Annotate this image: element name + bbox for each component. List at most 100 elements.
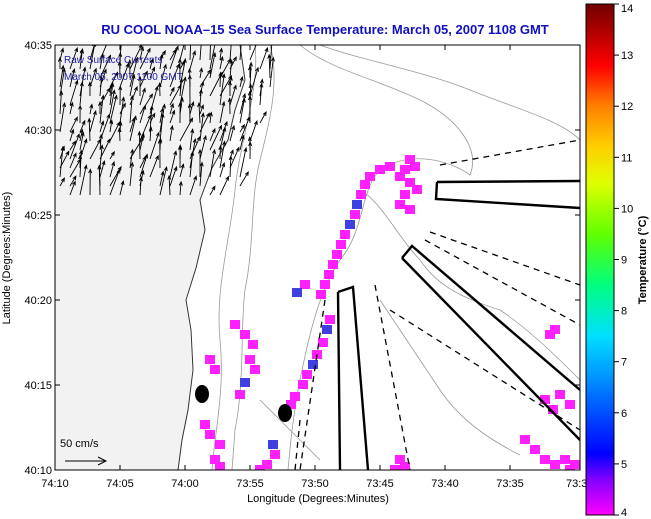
sst-pixel — [520, 435, 530, 444]
current-vector — [89, 109, 97, 133]
current-vector — [69, 140, 77, 151]
current-vector — [199, 67, 204, 79]
map-title: RU COOL NOAA–15 Sea Surface Temperature:… — [101, 22, 549, 37]
current-vector — [169, 86, 175, 97]
sst-pixel — [565, 465, 575, 470]
sst-pixel — [250, 365, 260, 374]
current-vector — [189, 135, 201, 160]
current-vector — [189, 128, 195, 151]
current-vector — [169, 165, 178, 187]
marker-dot-2 — [278, 404, 292, 422]
current-vector — [189, 45, 192, 61]
colorbar-tick-label: 8 — [621, 306, 627, 318]
sst-pixel — [210, 455, 220, 464]
current-vector — [227, 97, 232, 115]
sst-pixel — [555, 390, 565, 399]
current-vector — [169, 109, 176, 124]
x-axis-label: Longitude (Degrees:Minutes) — [247, 493, 389, 505]
sst-pixel — [570, 460, 580, 469]
current-vector — [69, 68, 76, 88]
current-vector — [239, 97, 246, 124]
current-vector — [149, 131, 160, 160]
current-vector — [159, 53, 164, 70]
sst-pixel — [200, 420, 210, 429]
current-vector — [99, 133, 103, 151]
colorbar-tick-label: 14 — [621, 3, 633, 15]
sst-pixel — [332, 250, 342, 259]
sst-pixel — [405, 178, 415, 187]
current-vector — [219, 162, 226, 178]
current-vector — [129, 56, 139, 88]
current-vector — [57, 56, 62, 70]
sst-pixel — [375, 165, 385, 174]
sst-pixel — [345, 220, 355, 229]
current-vector — [129, 114, 137, 142]
current-vector — [118, 85, 123, 106]
y-tick-label: 40:30 — [24, 125, 52, 137]
current-vector — [178, 144, 183, 169]
x-tick-label: 73:3 — [566, 478, 587, 490]
survey-polygons — [336, 179, 580, 470]
sst-pixels — [200, 155, 580, 470]
sst-pixel — [385, 162, 395, 171]
current-vector — [139, 104, 147, 124]
current-vector — [259, 110, 267, 124]
current-vector — [239, 92, 247, 115]
current-vector — [229, 146, 240, 169]
current-vector — [99, 54, 111, 79]
current-vector — [169, 102, 174, 115]
current-vector — [99, 52, 105, 70]
current-vector — [159, 166, 168, 196]
current-vector — [109, 121, 121, 142]
current-vector — [99, 144, 104, 169]
current-vector — [99, 94, 105, 124]
current-vector — [99, 87, 111, 106]
current-vector — [239, 123, 246, 133]
sst-pixel — [262, 460, 272, 469]
current-vector — [219, 140, 226, 169]
current-vector — [219, 73, 226, 106]
sst-pixel — [356, 190, 366, 199]
current-vector — [259, 82, 264, 106]
current-vector — [109, 82, 115, 106]
current-vector — [79, 149, 84, 178]
sst-pixel — [400, 190, 410, 199]
current-vector — [248, 141, 253, 160]
current-vector — [139, 93, 154, 115]
current-vector — [177, 57, 182, 79]
current-vector — [79, 131, 85, 151]
current-vector — [99, 76, 104, 97]
current-vector — [79, 48, 84, 70]
current-vector — [117, 127, 122, 142]
marker-dot-1 — [195, 385, 209, 403]
sst-pixel — [405, 205, 415, 214]
current-vector — [139, 70, 148, 88]
current-vector — [169, 150, 178, 178]
current-vector — [269, 45, 273, 70]
sst-pixel — [298, 380, 308, 389]
y-axis-label: Latitude (Degrees:Minutes) — [1, 192, 13, 325]
current-vector — [199, 112, 205, 142]
sst-pixel — [560, 455, 570, 464]
current-vector — [239, 116, 250, 142]
sst-pixel — [400, 165, 410, 174]
current-vector — [169, 63, 180, 88]
current-vector — [228, 155, 233, 178]
current-vector — [149, 85, 159, 115]
current-vector — [189, 101, 195, 115]
current-vector — [167, 174, 172, 196]
current-vector — [59, 67, 66, 97]
current-vector — [239, 170, 249, 187]
current-vector — [119, 102, 126, 115]
sst-pixel — [322, 325, 332, 334]
x-tick-label: 74:10 — [41, 478, 69, 490]
current-vector — [209, 124, 223, 151]
current-vector — [179, 45, 185, 61]
current-vector — [157, 138, 162, 169]
current-vector — [88, 168, 93, 196]
coastline — [177, 45, 246, 470]
current-vector — [59, 64, 65, 88]
x-tick-label: 73:55 — [236, 478, 264, 490]
colorbar-tick-label: 9 — [621, 255, 627, 267]
bathymetry-contours — [211, 45, 580, 470]
